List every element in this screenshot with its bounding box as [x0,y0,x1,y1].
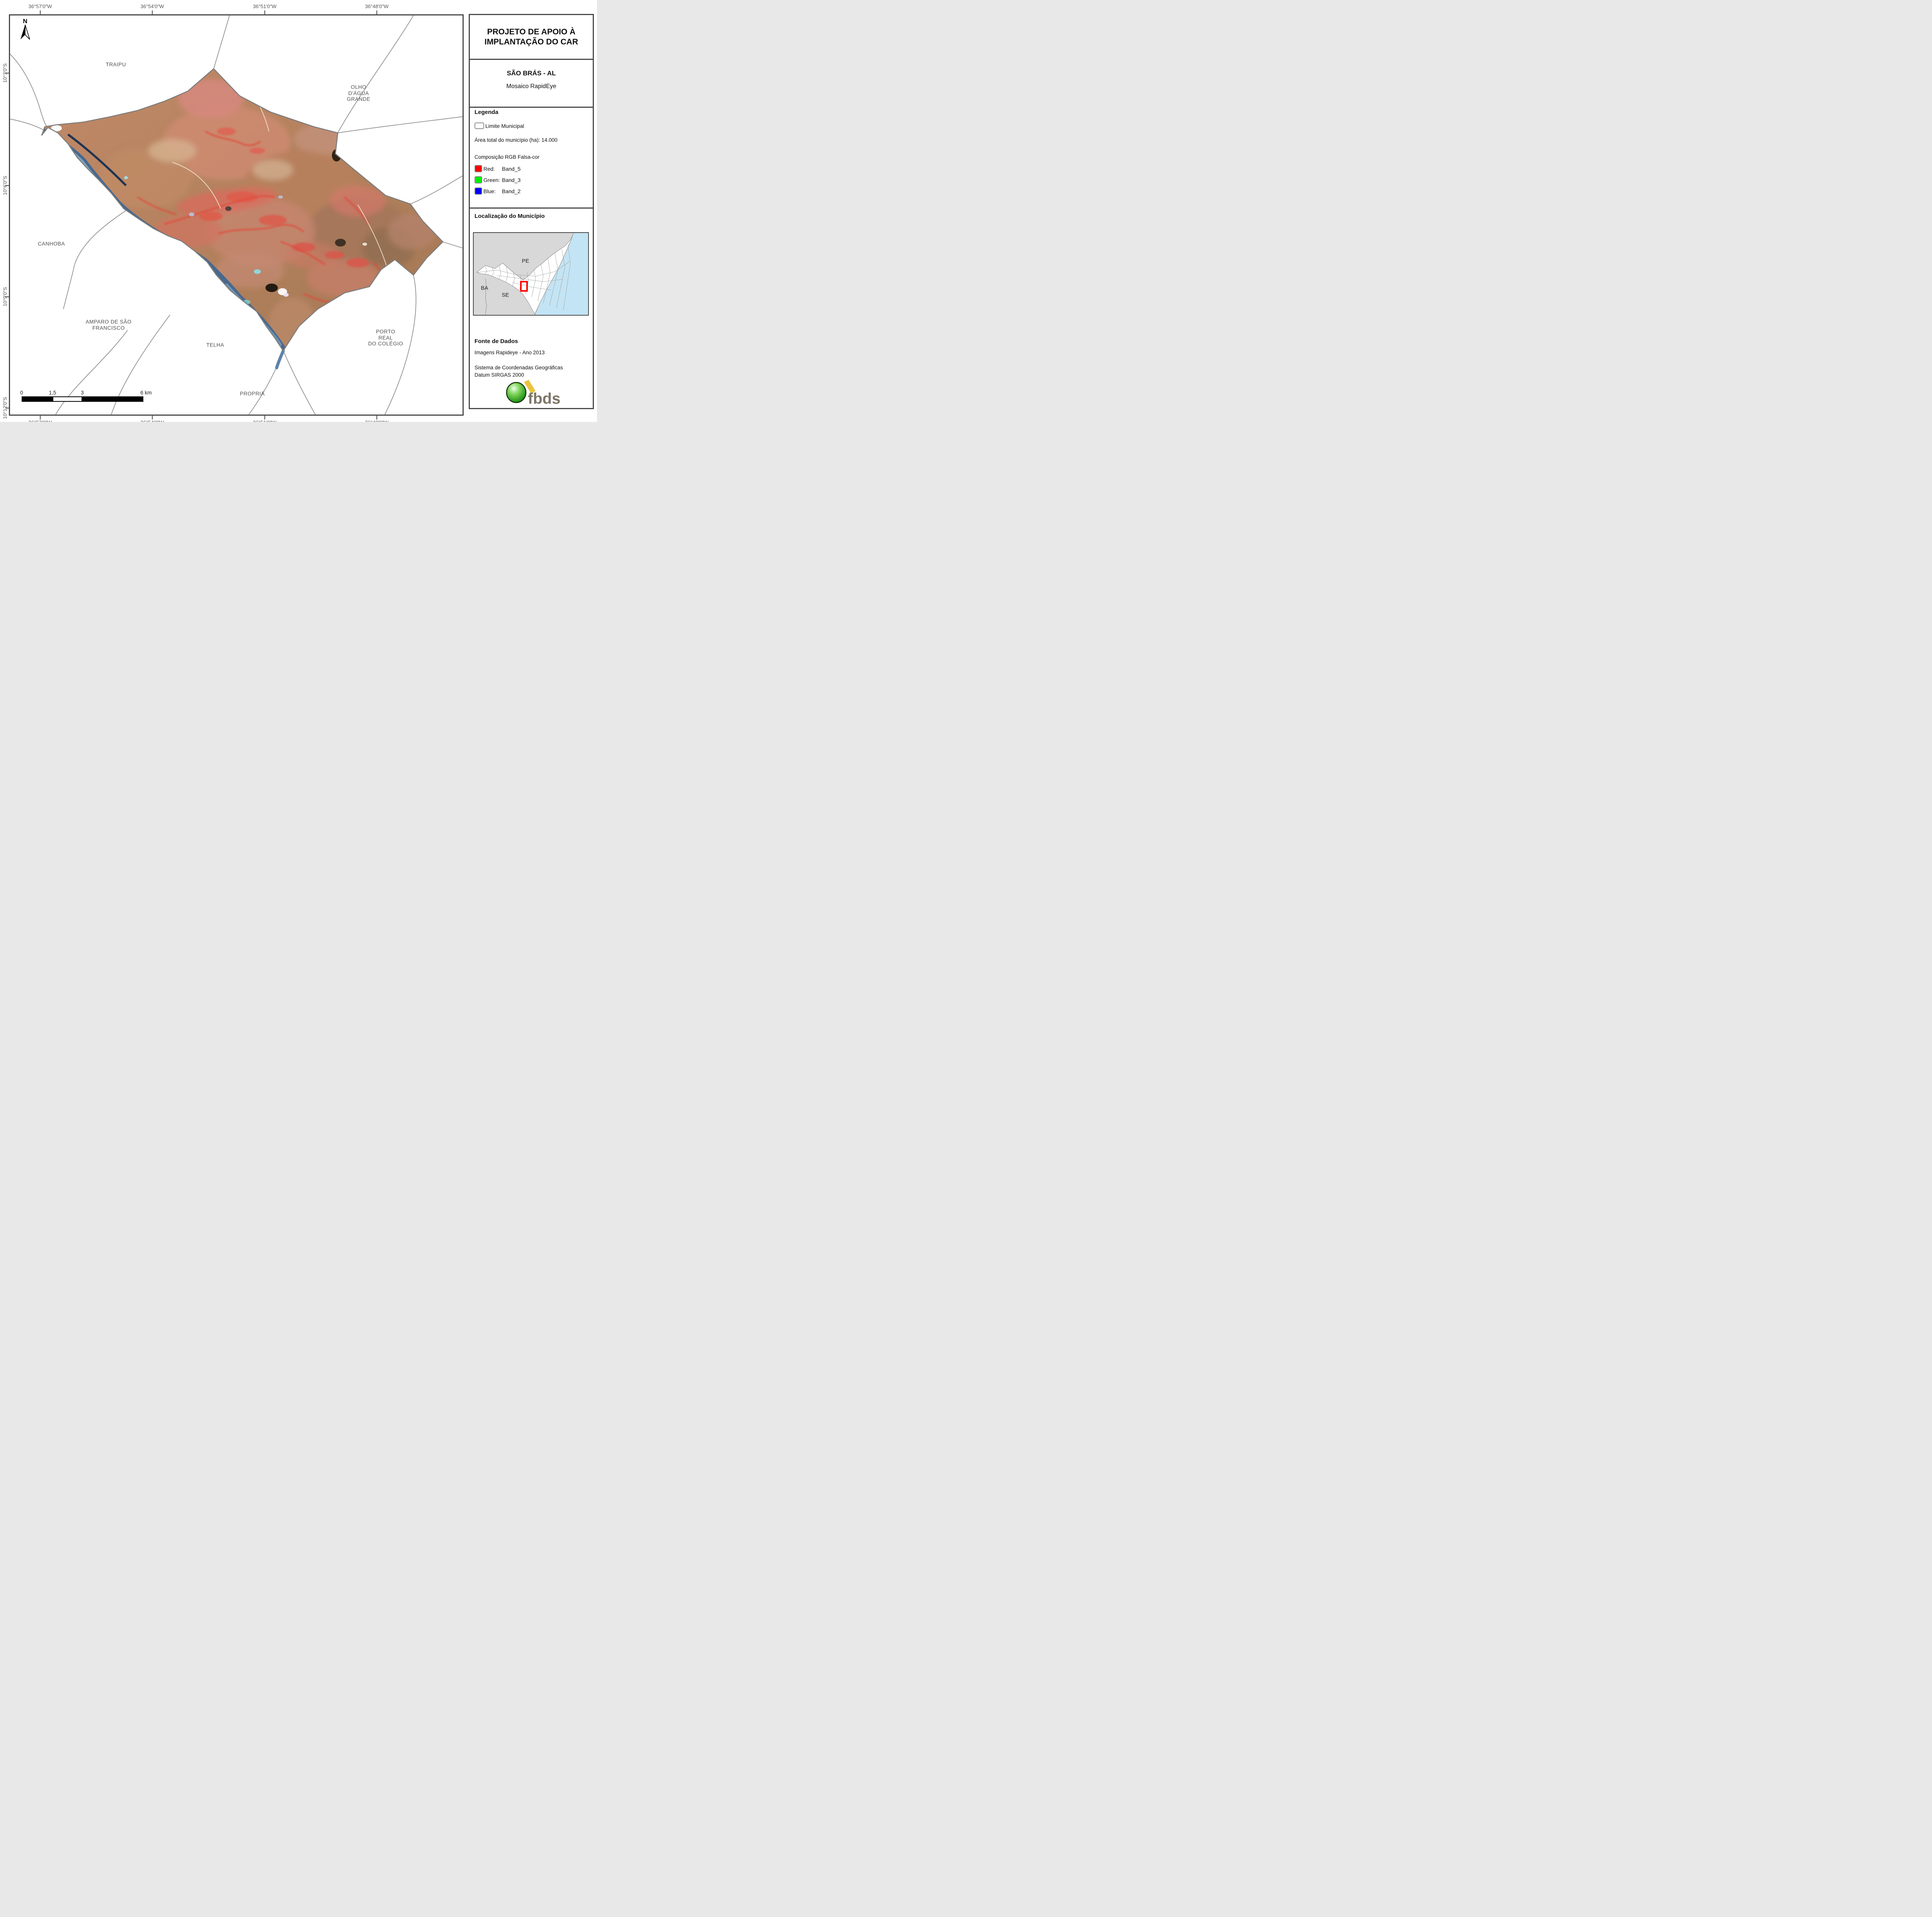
band-value: Band_2 [502,188,521,194]
panel-divider [470,207,593,209]
tick [5,185,9,186]
fonte-line2: Sistema de Coordenadas Geográficas Datum… [474,365,563,378]
scale-label: 1,5 [49,390,56,396]
alagoas-state-shape [476,235,573,314]
tick [152,416,153,420]
state-label-ba: BA [481,285,488,291]
state-label-se: SE [502,292,509,298]
band-channel-label: Red: [483,165,495,172]
north-arrow-label: N [23,18,27,25]
mosaic-subtitle: Mosaico RapidEye [506,83,556,90]
project-title: PROJETO DE APOIO À IMPLANTAÇÃO DO CAR [470,15,593,60]
limite-municipal-outline [41,68,444,352]
rgb-composition-heading: Composição RGB Falsa-cor [474,154,540,160]
main-map-frame [9,14,464,416]
municipality-highlight-rect [520,281,528,292]
coord-label-bottom: 36°57'0"W [29,420,52,422]
neighbor-label-telha: TELHA [206,342,224,348]
location-inset-map: PE BA SE [473,232,589,316]
scale-label: 6 km [140,390,152,396]
coord-label-top: 36°57'0"W [28,3,52,9]
state-label-pe: PE [522,258,529,264]
tick [152,10,153,14]
legend-item-green-band: Green: Band_3 [474,176,520,184]
coord-label-top: 36°51'0"W [253,3,277,9]
tick [264,416,265,420]
green-band-swatch [474,176,482,184]
limite-municipal-swatch [474,122,484,129]
inset-municipal-mesh [477,244,571,311]
rapideye-mosaic-raster [42,69,443,351]
tick [264,10,265,14]
red-band-swatch [474,165,482,172]
legend-heading: Legenda [474,109,498,116]
tick [40,10,41,14]
neighbor-label-olho-dagua-grande: OLHO D'ÁGUA GRANDE [347,84,371,102]
logo-green-sphere [506,382,527,403]
band-channel-label: Green: [483,177,500,183]
fonte-heading: Fonte de Dados [474,338,518,345]
neighbor-label-amparo-de-sao-francisco: AMPARO DE SÃO FRANCISCO [85,319,132,331]
blue-band-swatch [474,187,482,195]
area-total-text: Área total do município (ha): 14.000 [474,137,558,143]
coord-label-bottom: 36°51'0"W [253,420,277,422]
location-heading: Localização do Município [474,213,545,219]
neighbor-label-traipu: TRAIPU [105,61,126,68]
coord-label-top: 36°48'0"W [365,3,389,9]
neighbor-label-porto-real-do-colegio: PORTO REAL DO COLÉGIO [368,328,403,347]
logo-yellow-bar [524,380,536,394]
neighbor-boundary-lines [10,15,463,415]
tick [376,416,377,420]
legend-item-red-band: Red: Band_5 [474,165,520,172]
band-value: Band_5 [502,165,521,172]
scale-bar-segment [22,396,53,402]
legend-item-limite: Limite Municipal [474,122,524,129]
neighbor-label-canhoba: CANHOBA [37,241,65,247]
band-value: Band_3 [502,177,521,183]
coord-label-bottom: 36°48'0"W [365,420,389,422]
logo-text: fbds [528,390,560,407]
neighbor-label-propria: PROPRIÁ [240,391,265,397]
map-layout-page: 36°57'0"W 36°54'0"W 36°51'0"W 36°48'0"W … [0,0,597,422]
north-arrow: N [20,18,30,40]
map-info-panel: PROJETO DE APOIO À IMPLANTAÇÃO DO CAR SÃ… [469,14,594,409]
main-map-canvas [10,15,463,415]
scale-bar-segment [82,396,143,402]
scale-label: 0 [20,390,23,396]
map-subtitle-box: SÃO BRÁS - AL Mosaico RapidEye [470,70,593,108]
band-channel-label: Blue: [483,188,496,194]
municipality-name: SÃO BRÁS - AL [507,70,556,77]
scale-bar-segment [53,396,82,402]
tick [40,416,41,420]
scale-label: 3 [81,390,84,396]
fonte-line1: Imagens Rapideye - Ano 2013 [474,350,545,355]
legend-item-blue-band: Blue: Band_2 [474,187,520,195]
coord-label-top: 36°54'0"W [140,3,164,9]
coord-label-bottom: 36°54'0"W [141,420,164,422]
tick [376,10,377,14]
tick [5,296,9,297]
fbds-logo: fbds [506,380,560,407]
legend-item-label: Limite Municipal [485,122,524,129]
